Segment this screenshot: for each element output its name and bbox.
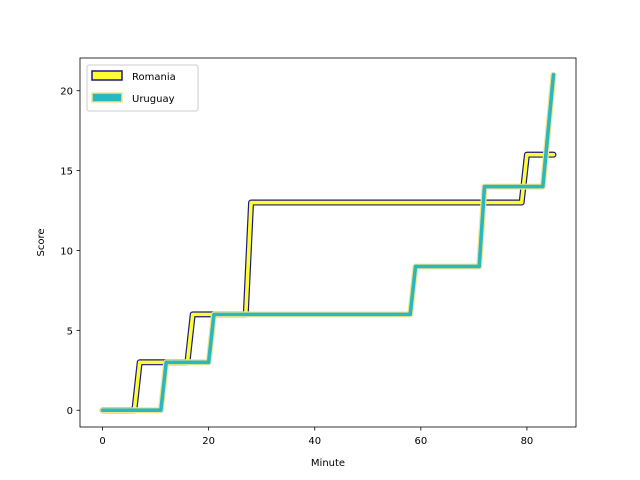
legend: Romania Uruguay [86,64,199,112]
y-axis-label: Score [36,228,47,256]
series-line-outline-uruguay [99,71,557,414]
x-tick-label: 20 [202,436,215,447]
legend-swatch-uruguay [91,92,123,103]
legend-swatch-romania [91,70,123,81]
x-tick-label: 60 [414,436,427,447]
y-axis-ticks: 0 5 10 15 20 [60,87,80,417]
x-axis-ticks: 0 20 40 60 80 [99,427,533,447]
legend-label-uruguay: Uruguay [132,94,175,105]
plot-area [99,71,557,414]
axes-frame [79,57,577,428]
series-line-uruguay [100,72,556,413]
legend-label-romania: Romania [132,72,176,83]
x-tick-label: 80 [521,436,534,447]
x-axis-label: Minute [311,458,345,469]
y-tick-label: 10 [60,246,73,257]
y-tick-label: 5 [67,326,73,337]
y-tick-label: 0 [67,406,73,417]
y-tick-label: 15 [60,167,73,178]
x-tick-label: 0 [99,436,105,447]
x-tick-label: 40 [308,436,321,447]
y-tick-label: 20 [60,87,73,98]
